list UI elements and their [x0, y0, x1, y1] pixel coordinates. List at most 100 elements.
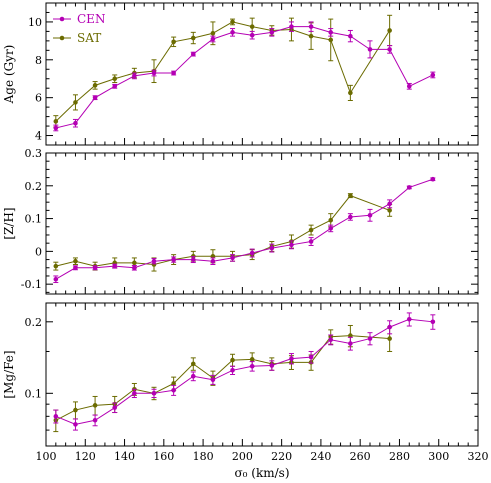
data-point-sat: [73, 407, 78, 413]
series-line-cen: [55, 178, 434, 280]
data-point-cen: [328, 30, 334, 35]
data-point-cen: [171, 70, 176, 76]
y-tick-label: 4: [35, 130, 42, 143]
panel-mgfe: 0.1 0.2 [Mg/Fe]: [2, 302, 479, 447]
x-axis-label: σ₀ (km/s): [234, 466, 289, 480]
x-tick-label: 240: [310, 450, 331, 463]
data-point-cen: [151, 258, 157, 264]
data-point-cen: [190, 373, 196, 379]
data-point-cen: [210, 258, 216, 264]
data-point-cen: [73, 265, 78, 271]
data-point-cen: [367, 47, 373, 52]
series-line-cen: [55, 318, 433, 425]
data-point-cen: [249, 32, 255, 38]
data-point-cen: [387, 47, 392, 52]
data-point-cen: [348, 33, 353, 39]
y-axis-label: Age (Gyr): [2, 45, 16, 105]
data-point-cen: [269, 245, 275, 251]
y-tick-label: 0: [35, 245, 42, 258]
data-point-sat: [387, 336, 392, 341]
plot-frame: [45, 2, 479, 146]
data-point-cen: [308, 239, 314, 244]
data-point-cen: [308, 24, 314, 29]
y-axis-label: [Z/H]: [2, 207, 16, 239]
data-point-sat: [387, 28, 392, 33]
data-point-sat: [348, 333, 353, 338]
y-tick-label: 8: [35, 54, 42, 67]
data-point-cen: [151, 70, 157, 76]
data-point-cen: [230, 255, 235, 261]
data-point-sat: [92, 403, 98, 408]
data-point-sat: [210, 30, 216, 36]
data-point-cen: [171, 257, 176, 262]
data-point-cen: [430, 319, 436, 325]
data-point-sat: [190, 35, 196, 41]
data-point-cen: [348, 341, 353, 346]
data-point-cen: [132, 265, 137, 271]
data-point-sat: [328, 37, 334, 43]
y-tick-label: -0.1: [21, 278, 42, 291]
data-point-cen: [92, 265, 98, 271]
x-tick-label: 180: [193, 450, 214, 463]
data-point-cen: [210, 377, 216, 383]
data-point-sat: [348, 90, 353, 96]
x-tick-label: 120: [75, 450, 96, 463]
plot-frame: [45, 302, 479, 447]
data-point-cen: [112, 84, 118, 89]
y-tick-label: 6: [35, 92, 42, 105]
data-point-sat: [230, 19, 235, 25]
data-point-sat: [249, 24, 255, 29]
data-point-cen: [348, 214, 353, 220]
y-tick-label: 0.1: [25, 213, 43, 226]
data-point-sat: [171, 381, 176, 386]
data-point-sat: [73, 258, 78, 264]
data-point-cen: [92, 95, 98, 100]
series-line-cen: [55, 26, 434, 129]
data-point-cen: [112, 405, 118, 410]
data-point-sat: [92, 83, 98, 88]
y-tick-label: 0.3: [25, 147, 43, 160]
panel-zh: -0.1 0 0.1 0.2 0.3 [Z/H]: [2, 147, 479, 295]
y-tick-label: 0.1: [25, 387, 43, 400]
x-tick-label: 160: [153, 450, 174, 463]
data-point-cen: [430, 72, 436, 78]
y-tick-label: 0.2: [25, 316, 43, 329]
data-point-cen: [92, 417, 98, 423]
legend-label-sat: SAT: [77, 31, 101, 45]
data-point-sat: [132, 260, 137, 266]
data-point-sat: [230, 357, 235, 363]
data-point-cen: [387, 201, 392, 207]
legend-label-cen: CEN: [77, 12, 105, 26]
data-point-sat: [249, 357, 255, 362]
data-point-sat: [328, 217, 334, 223]
legend-marker-sat: [59, 35, 65, 41]
series-line-sat: [55, 195, 390, 267]
data-point-cen: [269, 363, 275, 368]
data-point-cen: [249, 250, 255, 256]
data-point-sat: [387, 208, 392, 213]
data-point-cen: [289, 24, 294, 29]
data-point-cen: [53, 125, 59, 131]
x-tick-label: 260: [350, 450, 371, 463]
data-point-cen: [308, 354, 314, 360]
y-tick-label: 0.2: [25, 180, 43, 193]
y-axis-label: [Mg/Fe]: [2, 350, 16, 398]
x-tick-label: 200: [232, 450, 253, 463]
x-tick-label: 140: [114, 450, 135, 463]
data-point-sat: [53, 263, 59, 269]
series-line-sat: [55, 335, 390, 421]
x-tick-label: 280: [389, 450, 410, 463]
data-point-cen: [171, 387, 176, 393]
x-tick-label: 300: [428, 450, 449, 463]
data-point-sat: [308, 33, 314, 39]
data-point-cen: [289, 242, 294, 248]
data-point-cen: [367, 213, 373, 218]
panel-age: 4 6 8 10 Age (Gyr) CEN SAT: [2, 2, 479, 146]
data-point-cen: [328, 337, 334, 343]
data-point-sat: [348, 193, 353, 198]
data-point-cen: [269, 30, 275, 35]
data-point-cen: [53, 276, 59, 282]
x-tick-label: 220: [271, 450, 292, 463]
x-tick-label: 320: [468, 450, 489, 463]
